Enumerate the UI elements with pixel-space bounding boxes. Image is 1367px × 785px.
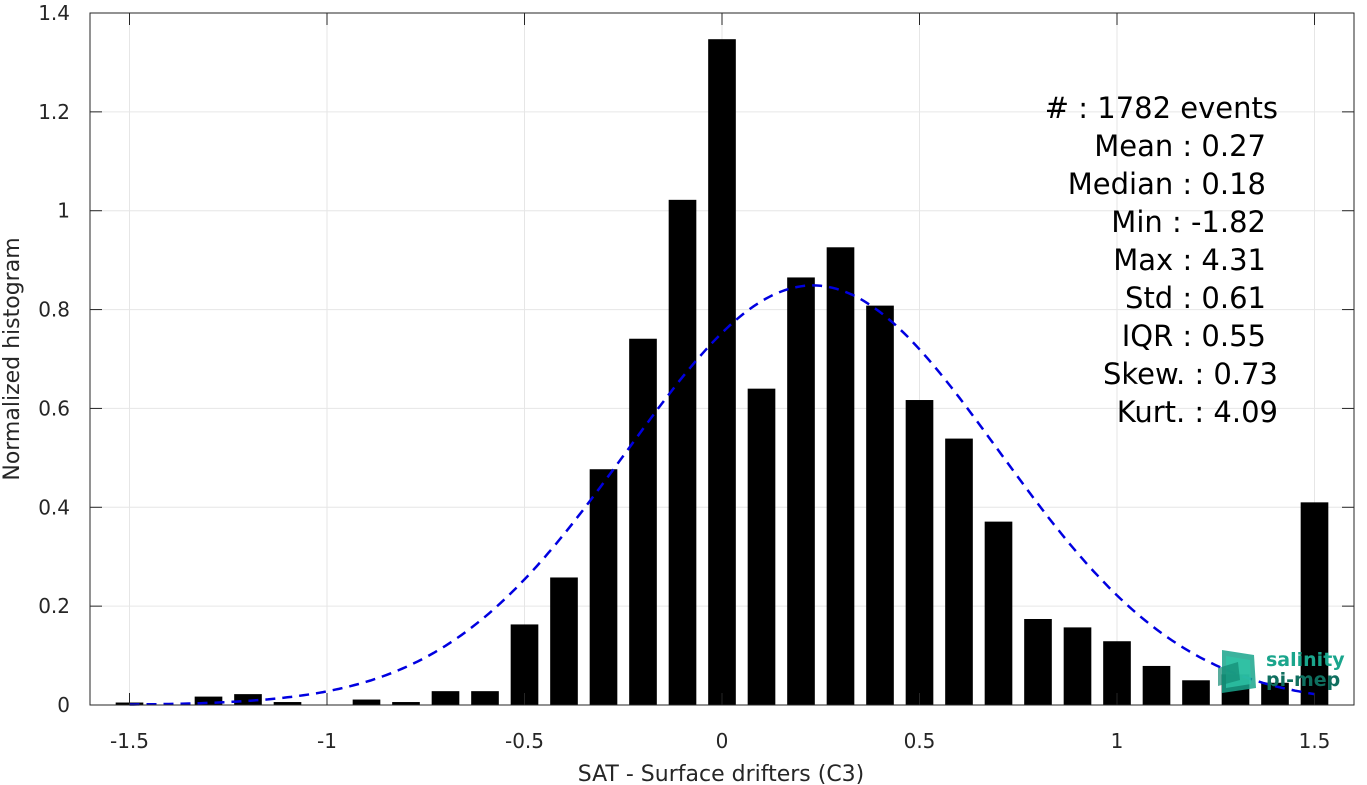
x-tick-label: 1.5 <box>1299 729 1331 753</box>
histogram-bar <box>589 469 618 705</box>
logo-mark-icon <box>1218 650 1256 693</box>
histogram-bar <box>1024 618 1052 705</box>
histogram-bar <box>629 338 657 705</box>
y-tick-label: 0.8 <box>38 298 70 322</box>
salinity-pi-mep-logo: salinity pi-mep <box>1218 649 1345 693</box>
y-tick-label: 1 <box>57 199 70 223</box>
histogram-bar <box>747 388 776 705</box>
logo-text-line1: salinity <box>1266 649 1345 671</box>
histogram-bar <box>431 691 460 705</box>
gaussian-fit <box>129 284 1315 706</box>
x-tick-label: 0.5 <box>904 729 936 753</box>
histogram-bar <box>984 521 1013 705</box>
y-tick-label: 0.4 <box>38 495 70 519</box>
histogram-bar <box>787 277 815 705</box>
stat-line: Median : 0.18 <box>1068 167 1266 201</box>
histogram-bar <box>905 400 934 705</box>
stat-line: Min : -1.82 <box>1111 205 1266 239</box>
histogram-bar <box>866 305 894 705</box>
logo-text-line2: pi-mep <box>1266 669 1340 691</box>
histogram-bar <box>826 247 855 705</box>
stat-line: Std : 0.61 <box>1125 281 1266 315</box>
histogram-bar <box>945 438 973 705</box>
histogram-bar <box>194 696 223 705</box>
y-tick-label: 0.2 <box>38 594 70 618</box>
stat-line: Max : 4.31 <box>1113 243 1266 277</box>
statistics-box: # : 1782 events Mean : 0.27 Median : 0.18 M… <box>1045 91 1278 429</box>
y-tick-label: 0 <box>57 693 70 717</box>
x-tick-label: 0 <box>716 729 729 753</box>
histogram-bar <box>352 699 381 705</box>
x-tick-label: 1 <box>1111 729 1124 753</box>
y-tick-labels: 0 0.2 0.4 0.6 0.8 1 1.2 1.4 <box>38 1 70 717</box>
histogram-bar <box>471 691 499 705</box>
x-axis-label: SAT - Surface drifters (C3) <box>578 762 865 785</box>
histogram-bar <box>392 702 420 705</box>
x-tick-labels: -1.5 -1 -0.5 0 0.5 1 1.5 <box>110 729 1330 753</box>
histogram-bar <box>668 199 697 705</box>
axes <box>89 12 1355 706</box>
histogram-bar <box>550 577 578 705</box>
histogram-bar <box>273 702 302 705</box>
stat-line: IQR : 0.55 <box>1122 319 1266 353</box>
histogram-bar <box>1300 502 1329 705</box>
x-tick-label: -1 <box>317 729 337 753</box>
gaussian-fit-line <box>129 284 1315 706</box>
stat-line: Mean : 0.27 <box>1094 129 1266 163</box>
x-tick-label: -1.5 <box>110 729 149 753</box>
histogram-bar <box>1142 665 1171 705</box>
histogram-bar <box>708 39 736 705</box>
histogram-bar <box>510 624 539 705</box>
histogram-bars <box>115 39 1329 705</box>
stat-line: # : 1782 events <box>1045 91 1278 125</box>
histogram-bar <box>1063 627 1092 705</box>
y-tick-label: 1.4 <box>38 1 70 25</box>
histogram-bar <box>234 694 262 705</box>
histogram-bar <box>1182 680 1210 705</box>
y-axis-label: Normalized histogram <box>0 237 25 480</box>
stat-line: Skew. : 0.73 <box>1103 357 1278 391</box>
x-tick-label: -0.5 <box>505 729 544 753</box>
y-tick-label: 1.2 <box>38 100 70 124</box>
stat-line: Kurt. : 4.09 <box>1117 395 1278 429</box>
y-tick-label: 0.6 <box>38 396 70 420</box>
